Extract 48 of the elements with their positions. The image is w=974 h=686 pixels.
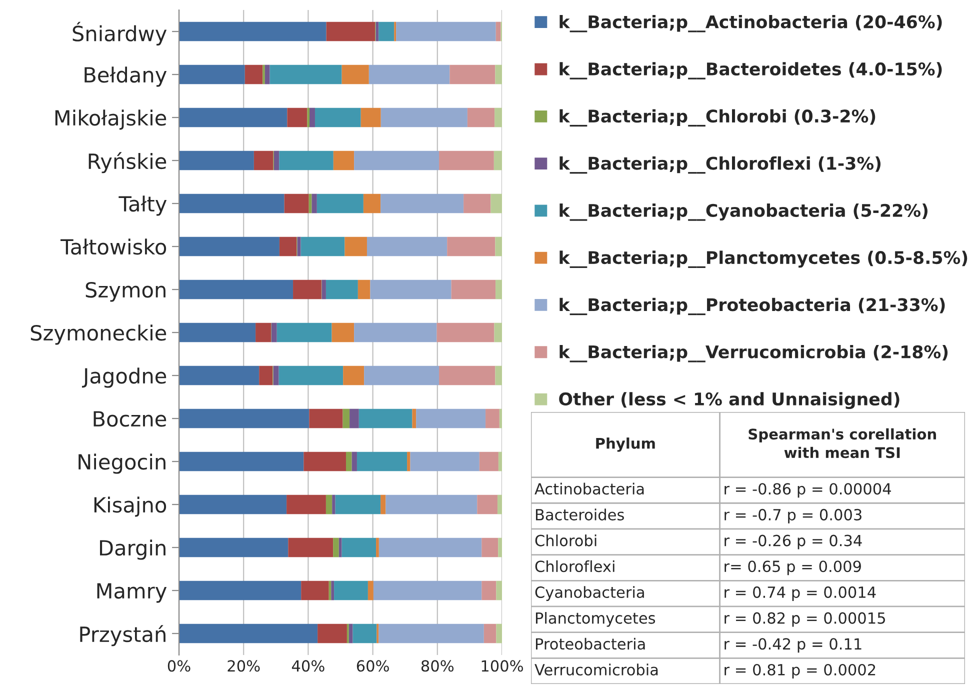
y-tick-label: Mikołajskie [55, 110, 166, 130]
text: Bacteroides [536, 508, 624, 520]
text: Planctomycetes [536, 612, 656, 627]
legend-label: k__Bacteria;p__Chloroflexi (1-3%) [560, 156, 881, 174]
y-tick-label: Mamry [97, 583, 167, 603]
text: r = 0.74 p = 0.0014 [724, 586, 876, 601]
text: Chlorobi [535, 534, 596, 546]
y-tick-label: Kisajno [94, 496, 166, 517]
legend-label: k__Bacteria;p__Cyanobacteria (5-22%) [560, 204, 928, 221]
text: Cyanobacteria [535, 586, 644, 601]
legend-label: k__Bacteria;p__Planctomycetes (0.5-8.5%) [560, 250, 968, 268]
x-tick-label: 60% [356, 660, 389, 672]
text: Actinobacteria [534, 482, 644, 495]
x-tick-label: 100% [482, 660, 523, 672]
text: Spearman's corellation with mean TSI [748, 428, 936, 458]
y-tick-label: Niegocin [78, 454, 166, 474]
text: r = -0.26 p = 0.34 [724, 534, 862, 550]
legend-label: k__Bacteria;p__Verrucomicrobia (2-18%) [560, 344, 948, 362]
text: r = 0.81 p = 0.0002 [724, 664, 876, 678]
text: r= 0.65 p = 0.009 [724, 560, 861, 576]
legend-label: k__Bacteria;p__Proteobacteria (21-33%) [560, 298, 945, 316]
x-tick-label: 40% [292, 660, 324, 672]
legend-label: k__Bacteria;p__Actinobacteria (20-46%) [560, 14, 942, 32]
text: r = -0.42 p = 0.11 [724, 638, 862, 653]
text: Chloroflexi [535, 560, 614, 572]
legend-label: k__Bacteria;p__Bacteroidetes (4.0-15%) [560, 62, 942, 80]
legend-label: Other (less < 1% and Unnaisigned) [559, 392, 900, 410]
y-tick-label: Śniardwy [72, 22, 167, 46]
x-tick-label: 80% [421, 660, 454, 672]
y-tick-label: Ryńskie [88, 152, 166, 174]
text: r = 0.82 p = 0.00015 [724, 612, 885, 627]
y-tick-label: Boczne [94, 411, 166, 427]
text: r = -0.7 p = 0.003 [724, 508, 862, 524]
text: Phylum [596, 438, 655, 452]
y-tick-label: Dargin [100, 540, 166, 560]
y-tick-label: Szymon [86, 282, 166, 302]
x-tick-label: 20% [228, 660, 260, 672]
x-tick-label: 0% [168, 660, 190, 672]
text: Verrucomicrobia [534, 664, 658, 676]
y-tick-label: Jagodne [82, 368, 166, 388]
text: r = -0.86 p = 0.00004 [724, 483, 891, 498]
y-tick-label: Bełdany [84, 66, 167, 87]
y-tick-label: Szymoneckie [30, 324, 166, 345]
y-tick-label: Tałty [118, 196, 167, 216]
legend-label: k__Bacteria;p__Chlorobi (0.3-2%) [560, 109, 876, 127]
text: Proteobacteria [536, 638, 645, 650]
y-tick-label: Tałtowisko [60, 238, 166, 255]
y-tick-label: Przystań [80, 625, 166, 646]
